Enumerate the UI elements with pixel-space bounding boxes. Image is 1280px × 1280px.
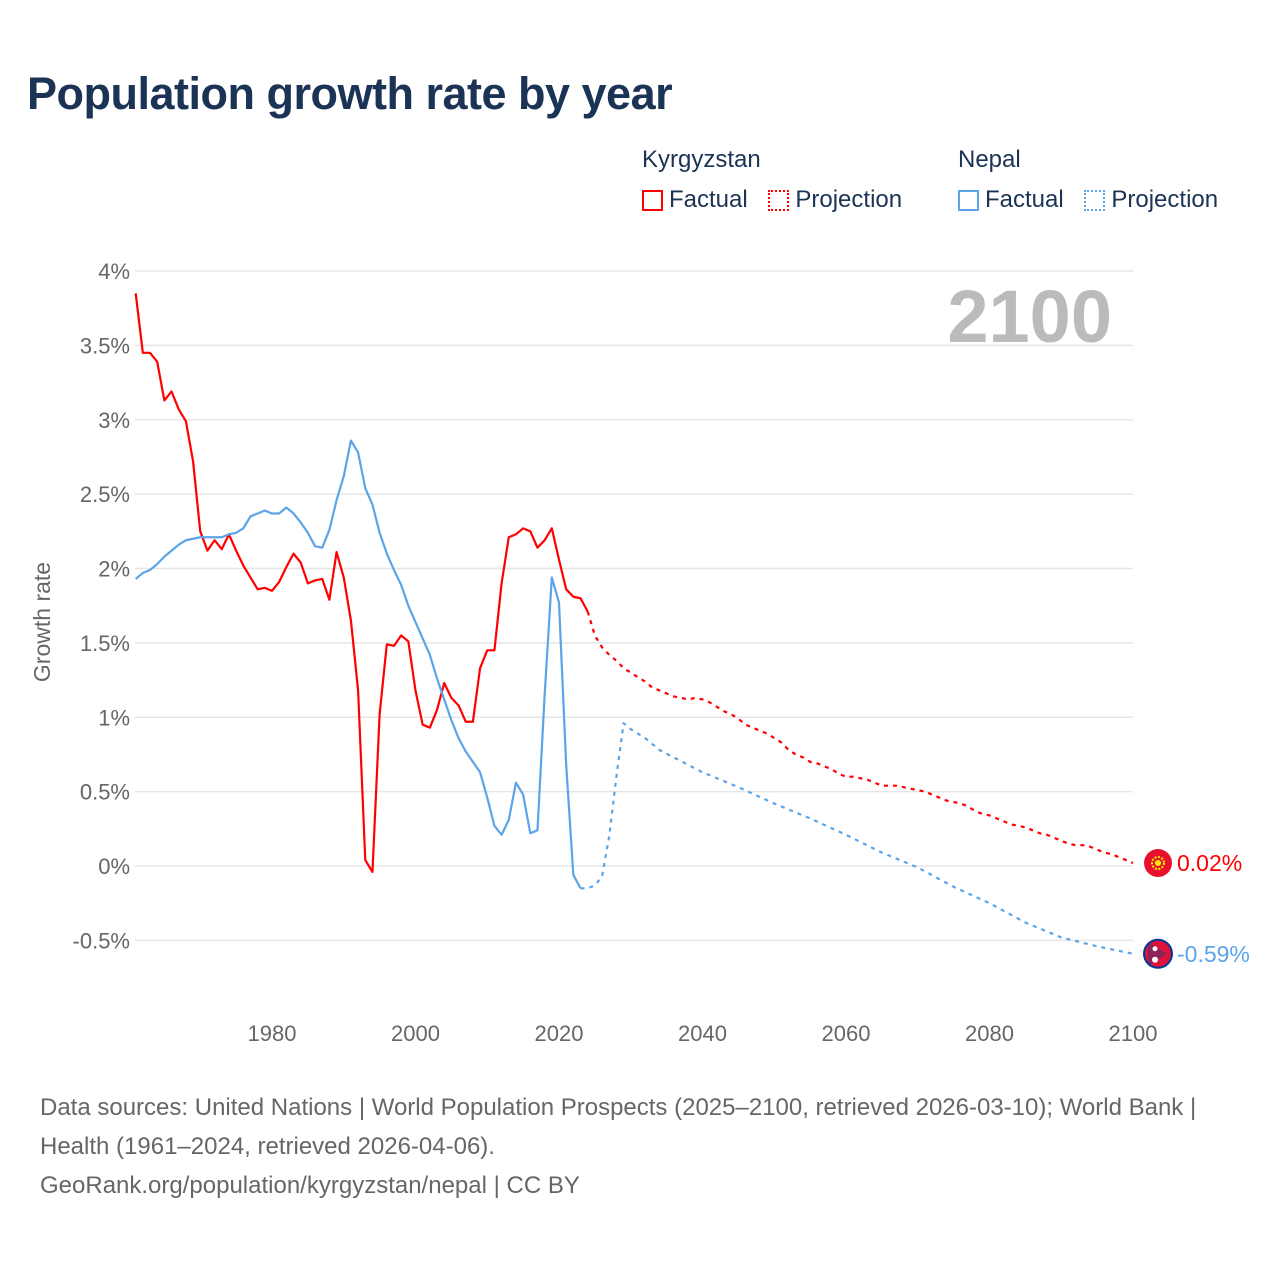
nepal-flag-icon xyxy=(1143,938,1173,969)
x-tick-label: 2040 xyxy=(678,1021,727,1046)
y-tick-label: 3% xyxy=(98,408,130,433)
kyrgyzstan-end-value: 0.02% xyxy=(1177,850,1242,876)
legend-label: Projection xyxy=(1111,186,1219,213)
legend-nepal-projection[interactable]: Projection xyxy=(1084,186,1218,214)
y-tick-label: 2.5% xyxy=(80,482,130,507)
year-display: 2100 xyxy=(947,275,1112,358)
legend-nepal-factual[interactable]: Factual xyxy=(958,186,1064,214)
chart-title: Population growth rate by year xyxy=(27,68,673,119)
kyrgyzstan-projection-line xyxy=(586,611,1134,865)
legend-label: Factual xyxy=(985,186,1064,213)
nepal-factual-line xyxy=(134,439,582,889)
x-tick-label: 2080 xyxy=(965,1021,1014,1046)
kyrgyzstan-flag-icon xyxy=(1144,849,1172,878)
legend-swatch-dotted xyxy=(1084,189,1106,211)
legend-label: Factual xyxy=(669,186,748,213)
source-url[interactable]: GeoRank.org/population/kyrgyzstan/nepal … xyxy=(40,1172,580,1199)
y-tick-label: 1.5% xyxy=(80,631,130,656)
legend-group-name: Nepal xyxy=(958,146,1021,173)
x-tick-label: 2060 xyxy=(822,1021,871,1046)
legend-nepal: Nepal Factual Projection xyxy=(958,146,1232,218)
data-sources: Data sources: United Nations | World Pop… xyxy=(40,1094,1197,1160)
x-tick-label: 2020 xyxy=(535,1021,584,1046)
y-tick-label: 3.5% xyxy=(80,333,130,358)
legend-kyrgyzstan-factual[interactable]: Factual xyxy=(642,186,748,214)
legend-swatch-dotted xyxy=(768,189,790,211)
y-tick-label: 4% xyxy=(98,259,130,284)
x-tick-label: 2100 xyxy=(1109,1021,1158,1046)
y-axis-label: Growth rate xyxy=(29,562,55,682)
chart-area: 4% 3.5% 3% 2.5% 2% 1.5% 1% 0.5% 0% -0.5% 1980 2000 2… xyxy=(29,259,1250,1046)
legend-swatch-solid xyxy=(958,189,979,211)
legend-group-name: Kyrgyzstan xyxy=(642,146,761,173)
legend-kyrgyzstan-projection[interactable]: Projection xyxy=(768,186,902,214)
nepal-end-value: -0.59% xyxy=(1177,941,1250,967)
y-tick-label: 0.5% xyxy=(80,780,130,805)
legend-label: Projection xyxy=(795,186,903,213)
y-tick-label: 1% xyxy=(98,705,130,730)
y-tick-label: -0.5% xyxy=(73,928,130,953)
legend-swatch-solid xyxy=(642,189,663,211)
legend-kyrgyzstan: Kyrgyzstan Factual Projection xyxy=(642,146,916,218)
nepal-projection-line xyxy=(580,722,1134,955)
y-tick-label: 0% xyxy=(98,854,130,879)
x-tick-label: 2000 xyxy=(391,1021,440,1046)
kyrgyzstan-factual-line xyxy=(134,293,589,874)
y-tick-label: 2% xyxy=(98,557,130,582)
footer: Data sources: United Nations | World Pop… xyxy=(40,1088,1240,1205)
x-tick-label: 1980 xyxy=(248,1021,297,1046)
